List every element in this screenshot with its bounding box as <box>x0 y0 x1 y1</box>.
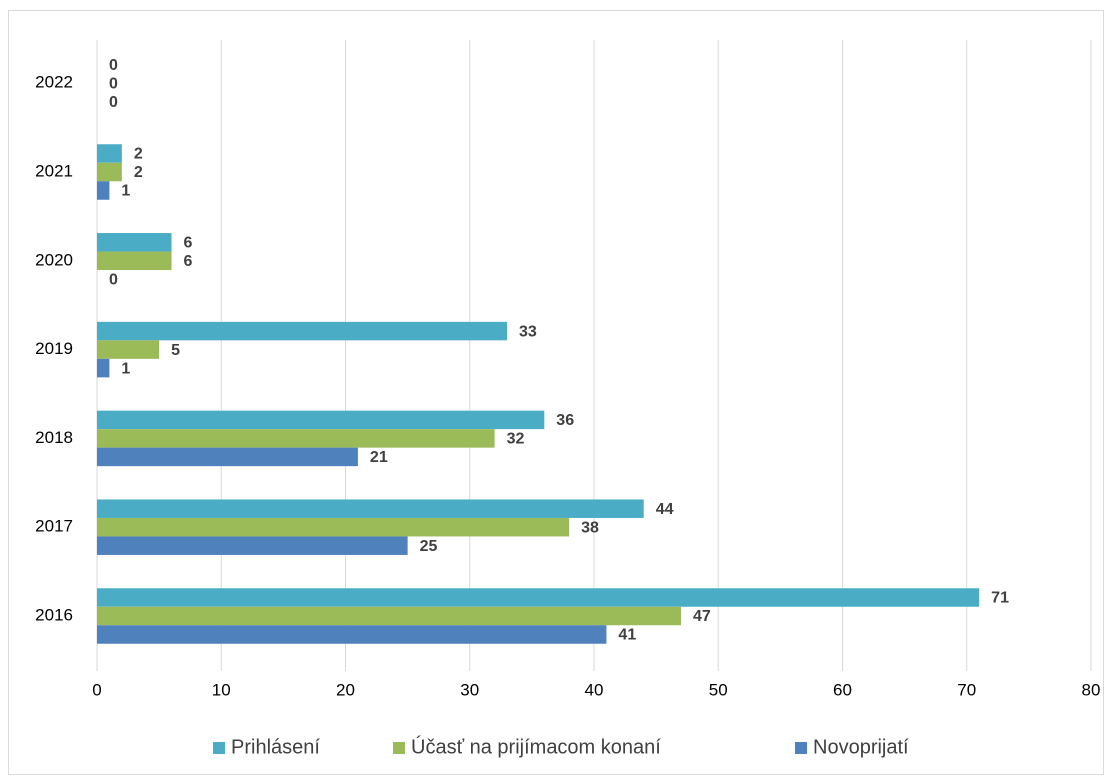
x-tick-label: 70 <box>957 680 976 699</box>
bar <box>97 588 980 607</box>
data-label: 41 <box>618 627 636 644</box>
legend-label: Novoprijatí <box>813 736 909 758</box>
bar <box>97 321 508 341</box>
data-label: 2 <box>134 146 143 163</box>
data-label: 1 <box>121 360 130 377</box>
data-label: 33 <box>519 323 537 340</box>
bar <box>97 162 122 182</box>
x-tick-label: 80 <box>1082 680 1101 699</box>
data-label: 32 <box>507 431 525 448</box>
data-label: 47 <box>693 608 711 625</box>
legend-swatch <box>393 742 405 754</box>
data-label: 0 <box>109 57 118 74</box>
data-label: 21 <box>370 449 388 466</box>
data-label: 71 <box>991 590 1009 607</box>
bar <box>97 517 570 537</box>
x-tick-label: 20 <box>336 680 355 699</box>
data-label: 38 <box>581 519 599 536</box>
bar <box>97 340 160 359</box>
bar <box>97 144 122 163</box>
bar <box>97 447 358 467</box>
bar <box>97 536 408 555</box>
legend-swatch <box>795 742 807 754</box>
chart-frame <box>8 10 1104 775</box>
x-tick-label: 50 <box>709 680 728 699</box>
data-label: 6 <box>184 253 193 270</box>
data-label: 6 <box>184 235 193 252</box>
data-label: 44 <box>656 501 674 518</box>
y-tick-label: 2021 <box>35 161 73 180</box>
data-label: 0 <box>109 75 118 92</box>
x-tick-label: 10 <box>212 680 231 699</box>
legend-label: Prihlásení <box>231 736 320 758</box>
y-tick-label: 2022 <box>35 73 73 92</box>
bar <box>97 429 495 448</box>
data-label: 1 <box>121 183 130 200</box>
bar <box>97 625 607 644</box>
data-label: 36 <box>556 412 574 429</box>
bar <box>97 358 110 378</box>
y-tick-label: 2016 <box>35 605 73 624</box>
x-tick-label: 0 <box>92 680 101 699</box>
bar <box>97 410 545 430</box>
x-tick-label: 30 <box>460 680 479 699</box>
y-tick-label: 2020 <box>35 250 73 269</box>
legend-label: Účasť na prijímacom konaní <box>411 735 661 758</box>
x-tick-label: 60 <box>833 680 852 699</box>
data-label: 0 <box>109 94 118 111</box>
y-tick-label: 2018 <box>35 428 73 447</box>
legend-swatch <box>213 742 225 754</box>
data-label: 5 <box>171 342 180 359</box>
bar <box>97 181 110 200</box>
bar <box>97 233 172 252</box>
y-tick-label: 2019 <box>35 339 73 358</box>
data-label: 0 <box>109 272 118 289</box>
data-label: 2 <box>134 164 143 181</box>
bar <box>97 606 681 626</box>
bar <box>97 251 172 271</box>
y-tick-label: 2017 <box>35 517 73 536</box>
x-tick-label: 40 <box>585 680 604 699</box>
data-label: 25 <box>420 538 438 555</box>
bar <box>97 499 644 518</box>
